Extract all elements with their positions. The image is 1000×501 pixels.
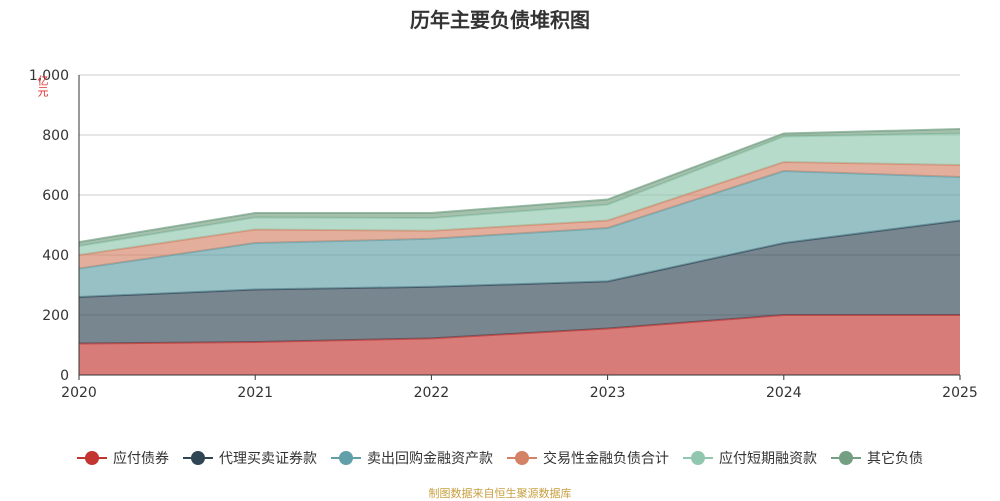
- legend-swatch-icon: [683, 451, 713, 465]
- legend-swatch-icon: [831, 451, 861, 465]
- legend-item[interactable]: 其它负债: [831, 448, 923, 468]
- chart-title: 历年主要负债堆积图: [410, 8, 590, 32]
- legend-label: 应付债券: [113, 451, 169, 467]
- area-series-0: [79, 315, 960, 375]
- stacked-area-chart: 0 200 400 600 800 1,000 2020 2021 2022 2023 2024 20…: [29, 68, 978, 401]
- area-series-line-5: [78, 128, 961, 244]
- legend-item[interactable]: 交易性金融负债合计: [507, 448, 669, 468]
- y-tick-label: 0: [60, 368, 69, 384]
- x-tick-label: 2025: [942, 385, 978, 401]
- y-tick-label: 200: [42, 308, 69, 324]
- legend-item[interactable]: 卖出回购金融资产款: [331, 448, 493, 468]
- legend-swatch-icon: [507, 451, 537, 465]
- legend-label: 其它负债: [867, 451, 923, 467]
- x-tick-label: 2021: [237, 385, 273, 401]
- legend-item[interactable]: 代理买卖证券款: [183, 448, 317, 468]
- x-tick-label: 2020: [61, 385, 97, 401]
- y-tick-label: 400: [42, 248, 69, 264]
- area-series-5: [79, 129, 960, 246]
- y-tick-label: 800: [42, 128, 69, 144]
- x-tick-label: 2024: [766, 385, 802, 401]
- legend-swatch-icon: [331, 451, 361, 465]
- legend-label: 卖出回购金融资产款: [367, 451, 493, 467]
- chart-legend[interactable]: 应付债券 代理买卖证券款 卖出回购金融资产款 交易性金融负债合计 应付短期融资款 其它负债: [0, 448, 1000, 468]
- y-tick-label: 600: [42, 188, 69, 204]
- x-tick-label: 2022: [414, 385, 450, 401]
- data-source-note: 制图数据来自恒生聚源数据库: [428, 487, 572, 500]
- legend-item[interactable]: 应付债券: [77, 448, 169, 468]
- legend-swatch-icon: [77, 451, 107, 465]
- y-tick-label: 1,000: [29, 68, 69, 84]
- area-series-1: [79, 220, 960, 344]
- area-series-3: [79, 162, 960, 269]
- legend-swatch-icon: [183, 451, 213, 465]
- x-tick-label: 2023: [590, 385, 626, 401]
- legend-label: 代理买卖证券款: [219, 451, 317, 467]
- legend-label: 应付短期融资款: [719, 451, 817, 467]
- legend-label: 交易性金融负债合计: [543, 451, 669, 467]
- area-series-4: [79, 133, 960, 255]
- legend-item[interactable]: 应付短期融资款: [683, 448, 817, 468]
- y-axis-unit-label: 亿元: [36, 75, 49, 97]
